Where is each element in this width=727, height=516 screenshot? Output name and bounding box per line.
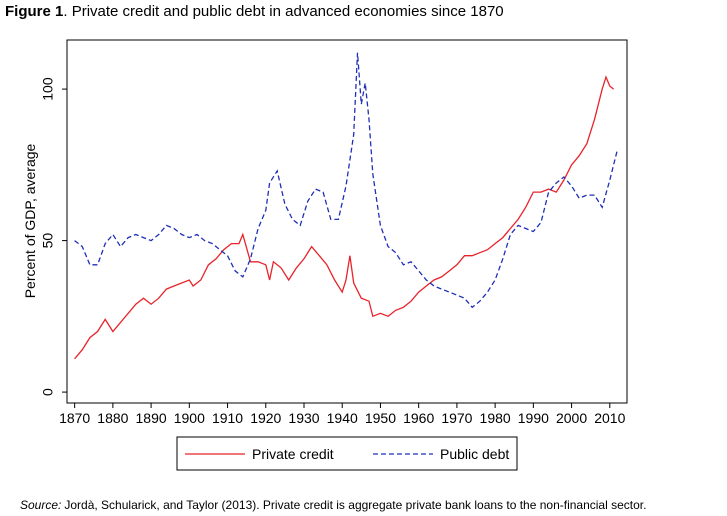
x-tick-label: 1990 — [518, 410, 549, 426]
x-tick-label: 1870 — [59, 410, 90, 426]
x-tick-label: 1960 — [403, 410, 434, 426]
source-label: Source: — [20, 498, 61, 512]
x-tick-label: 1890 — [136, 410, 167, 426]
x-tick-label: 2010 — [594, 410, 625, 426]
y-axis-label: Percent of GDP, average — [22, 143, 38, 298]
x-tick-label: 1930 — [288, 410, 319, 426]
series-line — [74, 52, 619, 309]
source-note: Jordà, Schularick, and Taylor (2013). Pr… — [64, 498, 646, 512]
x-tick-label: 1940 — [327, 410, 358, 426]
plot-frame — [66, 39, 628, 404]
legend-label: Public debt — [440, 446, 509, 462]
y-tick-label: 100 — [40, 77, 56, 101]
x-tick-label: 1970 — [441, 410, 472, 426]
x-tick-label: 1980 — [480, 410, 511, 426]
x-tick-label: 2000 — [556, 410, 587, 426]
x-tick-label: 1950 — [365, 410, 396, 426]
y-tick-label: 50 — [40, 233, 56, 249]
x-tick-label: 1900 — [174, 410, 205, 426]
legend-label: Private credit — [252, 446, 334, 462]
figure-label: Figure 1 — [5, 3, 63, 20]
series-line — [74, 75, 615, 360]
x-tick-label: 1920 — [250, 410, 281, 426]
x-tick-label: 1880 — [97, 410, 128, 426]
chart-title: . Private credit and public debt in adva… — [63, 3, 503, 20]
x-tick-label: 1910 — [212, 410, 243, 426]
legend — [176, 436, 518, 471]
y-tick-label: 0 — [40, 388, 56, 396]
